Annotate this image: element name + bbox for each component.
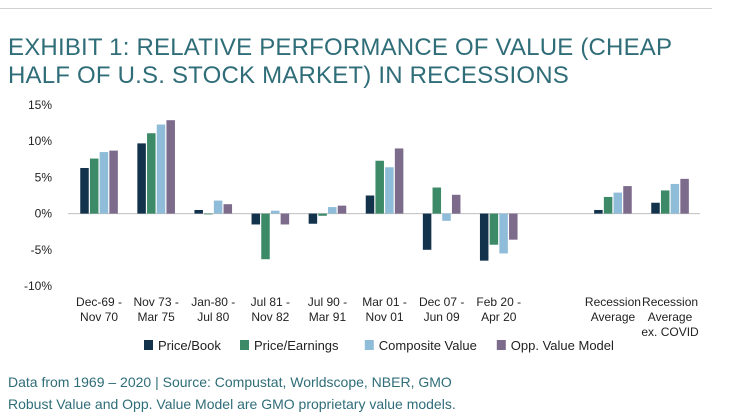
bar xyxy=(479,213,489,261)
bar xyxy=(99,152,109,214)
footnote-source: Data from 1969 – 2020 | Source: Compusta… xyxy=(8,374,452,390)
x-tick-label: Mar 75 xyxy=(137,310,175,324)
x-tick-label: Dec-69 - xyxy=(76,295,122,309)
x-tick-label: ex. COVID xyxy=(641,325,699,339)
legend-swatch xyxy=(496,340,506,350)
bar xyxy=(509,213,518,240)
bar xyxy=(385,167,394,214)
y-tick-label: -10% xyxy=(24,279,52,293)
x-tick-label: Average xyxy=(648,310,693,324)
bar xyxy=(147,133,156,214)
footnote-models: Robust Value and Opp. Value Model are GM… xyxy=(8,396,456,412)
bar xyxy=(680,178,689,214)
bar xyxy=(213,200,223,214)
y-tick-label: 5% xyxy=(35,170,53,184)
x-tick-label: Jul 90 - xyxy=(308,295,347,309)
legend-label: Price/Earnings xyxy=(254,338,339,353)
y-tick-label: -5% xyxy=(31,243,53,257)
bar xyxy=(270,210,280,214)
y-tick-label: 0% xyxy=(35,207,53,221)
legend-swatch xyxy=(240,340,249,350)
bar xyxy=(337,205,347,214)
bar xyxy=(261,213,270,260)
bar xyxy=(89,158,99,214)
bar xyxy=(394,148,404,214)
x-tick-label: Recession xyxy=(585,295,641,309)
bar xyxy=(204,213,213,215)
y-tick-label: 10% xyxy=(28,134,52,148)
x-tick-label: Average xyxy=(591,310,636,324)
bar xyxy=(318,213,327,216)
bar xyxy=(670,183,680,214)
bar xyxy=(432,187,442,214)
legend-label: Composite Value xyxy=(379,338,477,353)
bar xyxy=(651,202,660,214)
bar xyxy=(308,213,318,224)
legend-label: Opp. Value Model xyxy=(511,338,614,353)
x-tick-label: Feb 20 - xyxy=(476,295,521,309)
bar xyxy=(280,213,290,225)
x-tick-label: Mar 01 - xyxy=(362,295,407,309)
bar xyxy=(489,213,499,245)
x-tick-label: Nov 01 xyxy=(366,310,404,324)
bar xyxy=(223,204,233,214)
legend-swatch xyxy=(144,340,153,350)
bar xyxy=(375,160,384,214)
x-tick-label: Dec 07 - xyxy=(419,295,464,309)
y-tick-label: 15% xyxy=(28,98,52,112)
bar xyxy=(422,213,432,250)
bar xyxy=(623,186,632,214)
bar xyxy=(613,192,623,214)
bar xyxy=(451,194,461,214)
x-tick-label: Nov 73 - xyxy=(133,295,178,309)
x-tick-label: Jul 81 - xyxy=(251,295,290,309)
chart-title-line-1: EXHIBIT 1: RELATIVE PERFORMANCE OF VALUE… xyxy=(8,34,673,61)
bar xyxy=(166,120,175,214)
x-tick-label: Jul 80 xyxy=(197,310,229,324)
top-rule xyxy=(0,8,712,9)
bar xyxy=(442,213,451,221)
bar xyxy=(365,195,375,214)
bar xyxy=(80,167,89,214)
x-tick-label: Nov 70 xyxy=(80,310,118,324)
bar xyxy=(109,150,118,214)
legend-label: Price/Book xyxy=(158,338,221,353)
bar xyxy=(660,190,670,214)
x-tick-label: Mar 91 xyxy=(309,310,347,324)
chart-title-line-2: HALF OF U.S. STOCK MARKET) IN RECESSIONS xyxy=(8,62,569,89)
bar xyxy=(251,213,261,225)
x-tick-label: Apr 20 xyxy=(481,310,517,324)
bar xyxy=(137,143,146,214)
bar xyxy=(499,213,508,254)
bar xyxy=(594,209,603,214)
x-tick-label: Nov 82 xyxy=(251,310,289,324)
x-tick-label: Jun 09 xyxy=(424,310,460,324)
legend-swatch xyxy=(364,340,374,350)
bar xyxy=(328,207,337,214)
bar xyxy=(194,209,203,214)
x-tick-label: Recession xyxy=(642,295,698,309)
bar xyxy=(156,124,166,214)
x-tick-label: Jan-80 - xyxy=(191,295,235,309)
bar xyxy=(603,196,613,214)
chart-title: EXHIBIT 1: RELATIVE PERFORMANCE OF VALUE… xyxy=(8,34,708,90)
